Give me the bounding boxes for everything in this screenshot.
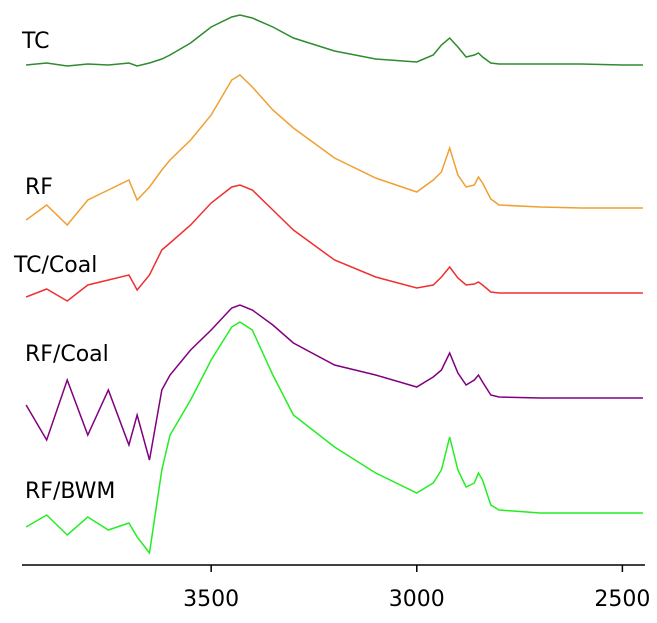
series-label: RF/Coal [25, 342, 109, 367]
series-label: RF/BWM [25, 479, 115, 504]
series-label: TC/Coal [13, 253, 97, 278]
series-label: RF [25, 175, 53, 200]
x-tick-label: 3000 [389, 587, 445, 612]
series-label: TC [21, 29, 50, 54]
spectrum-line [25, 304, 643, 461]
spectrum-line [25, 184, 643, 302]
x-tick-label: 3500 [183, 587, 239, 612]
x-tick-label: 2500 [594, 587, 650, 612]
spectrum-line [26, 14, 643, 67]
spectrum-line [25, 74, 643, 227]
spectrum-line [25, 321, 643, 555]
